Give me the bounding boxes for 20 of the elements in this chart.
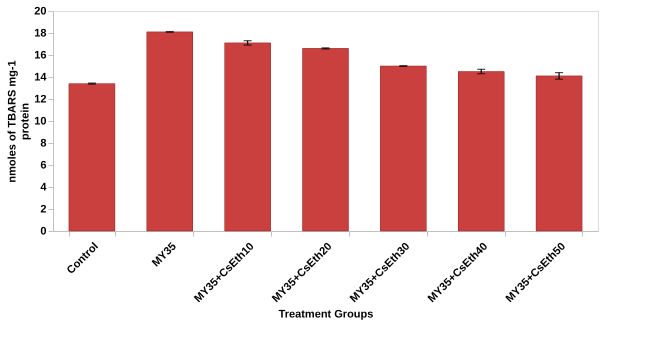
bar: [224, 42, 271, 232]
bar: [302, 48, 349, 232]
x-axis-title: Treatment Groups: [278, 308, 374, 320]
y-tick-label: 14: [34, 72, 48, 84]
y-tick-label: 10: [34, 116, 46, 128]
bar: [380, 66, 427, 232]
y-tick-label: 16: [34, 50, 46, 62]
y-tick-label: 8: [40, 138, 46, 150]
y-tick-label: 2: [40, 204, 46, 216]
bar: [146, 32, 194, 232]
y-tick-label: 0: [40, 226, 46, 238]
bar: [536, 76, 582, 232]
y-tick-label: 18: [34, 28, 46, 40]
y-tick-label: 20: [34, 6, 46, 18]
y-tick-label: 6: [40, 160, 46, 172]
bar: [68, 83, 116, 232]
y-axis-title: nmoles of TBARS mg-1 protein: [6, 60, 32, 183]
y-tick-label: 12: [34, 94, 46, 106]
bar: [458, 71, 504, 232]
y-tick-label: 4: [40, 182, 48, 194]
